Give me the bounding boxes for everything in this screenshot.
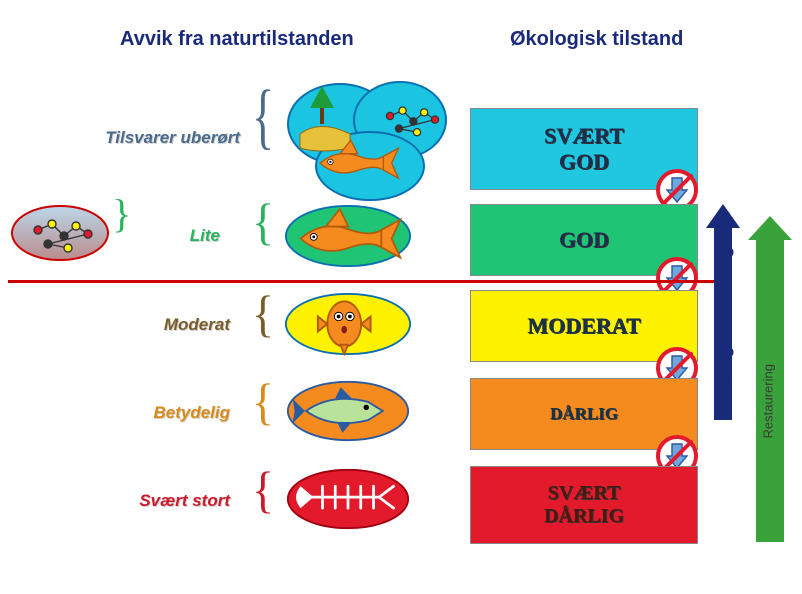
illustration-betydelig xyxy=(284,380,412,442)
row-label-betydelig: Betydelig xyxy=(90,403,230,423)
brace-lite: { xyxy=(252,202,274,242)
status-text-lite: GOD xyxy=(559,227,609,253)
status-text-moderat: MODERAT xyxy=(527,313,640,339)
header-deviation: Avvik fra naturtilstanden xyxy=(120,28,354,51)
illustration-svstort xyxy=(284,468,412,530)
illustration-moderat xyxy=(284,292,412,356)
label-forverring: Unngå forverring xyxy=(714,233,735,393)
status-text-svstort: SVÆRT DÅRLIG xyxy=(544,482,624,528)
label-restaurering: Restaurering xyxy=(761,319,776,439)
status-svstort: SVÆRT DÅRLIG xyxy=(470,466,698,544)
row-label-pristine: Tilsvarer uberørt xyxy=(100,128,240,148)
status-text-betydelig: DÅRLIG xyxy=(550,404,618,424)
threshold-divider xyxy=(8,280,726,283)
status-text-pristine: SVÆRT GOD xyxy=(544,123,624,175)
header-ecological: Økologisk tilstand xyxy=(510,28,683,51)
reference-brace: } xyxy=(112,198,131,230)
reference-molecule xyxy=(10,204,110,262)
brace-betydelig: { xyxy=(252,382,274,422)
brace-moderat: { xyxy=(252,294,274,334)
brace-pristine: { xyxy=(252,87,274,146)
illustration-lite xyxy=(280,204,416,268)
row-label-moderat: Moderat xyxy=(90,315,230,335)
row-label-svstort: Svært stort xyxy=(90,491,230,511)
illustration-pristine xyxy=(280,74,452,202)
brace-svstort: { xyxy=(252,470,274,510)
